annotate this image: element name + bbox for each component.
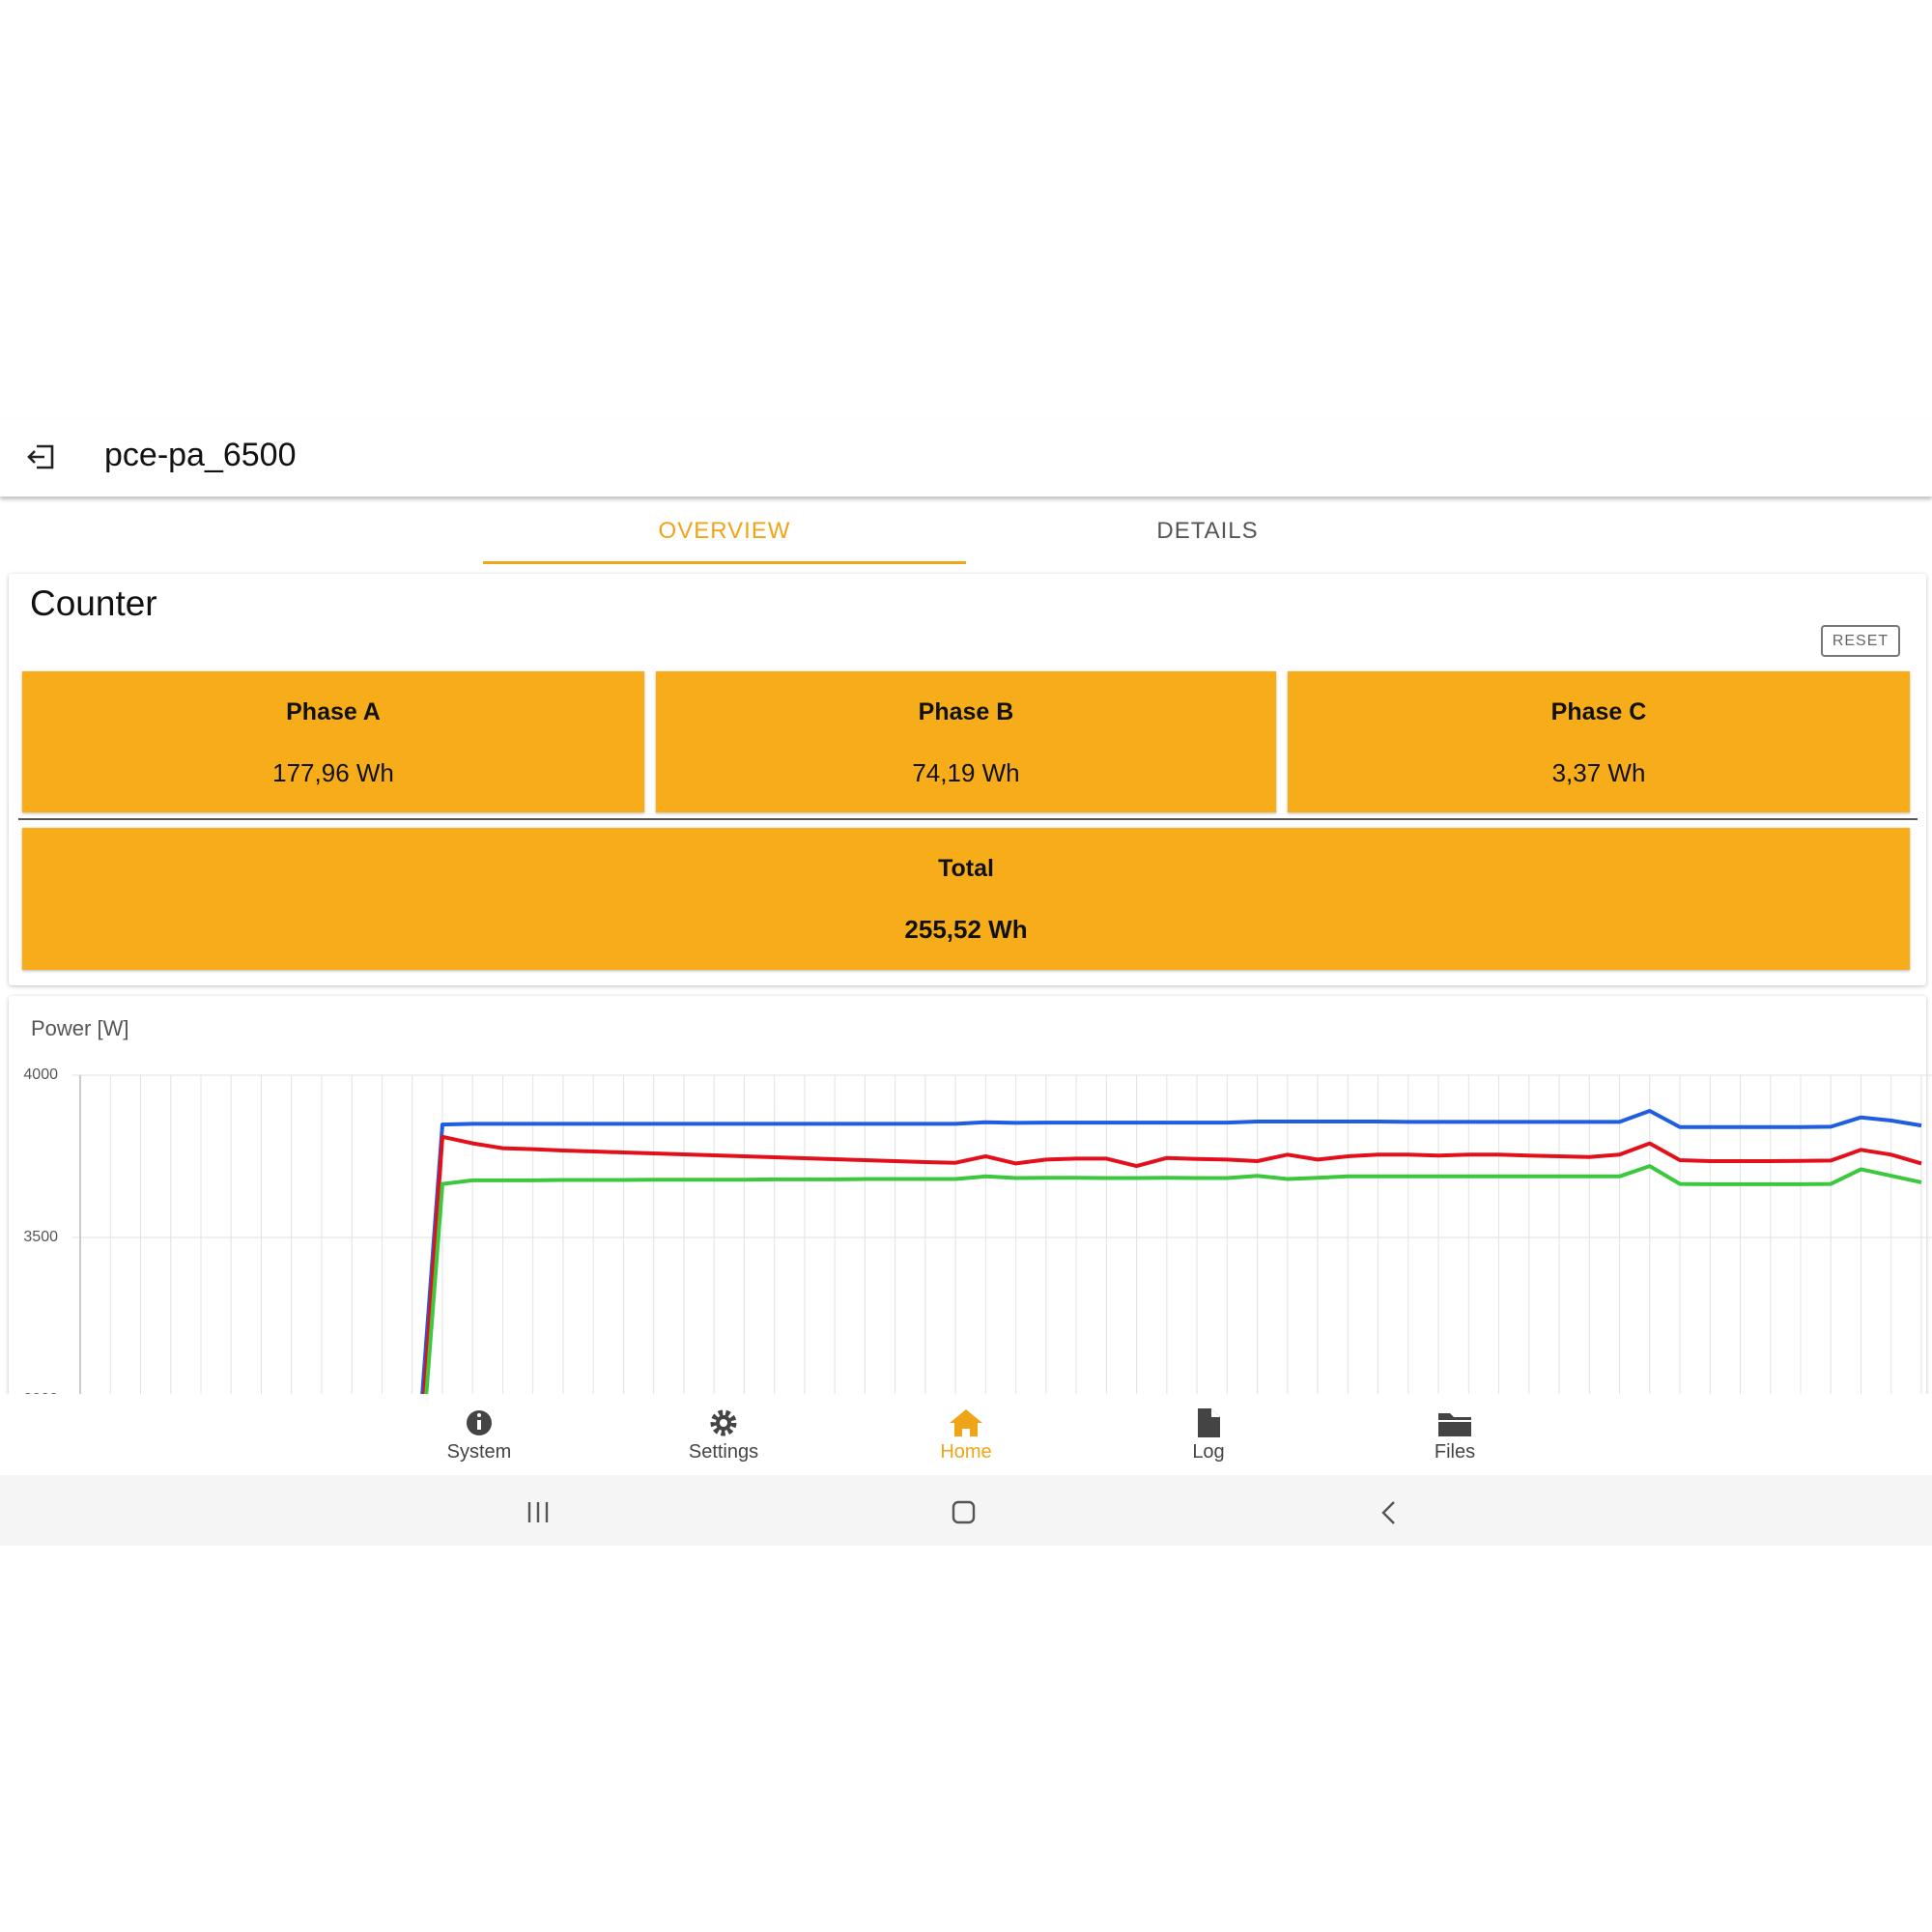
total-value: 255,52 Wh	[904, 915, 1028, 944]
phase-value: 177,96 Wh	[272, 758, 394, 787]
device-title: pce-pa_6500	[104, 437, 297, 473]
settings-icon	[710, 1409, 737, 1436]
divider	[18, 818, 1918, 820]
files-icon	[1438, 1413, 1471, 1436]
y-tick-label: 3500	[23, 1229, 58, 1245]
nav-item[interactable]: Files	[1434, 1441, 1476, 1463]
phase-box: Phase A 177,96 Wh	[22, 671, 644, 812]
home-button[interactable]	[952, 1500, 976, 1524]
nav-item[interactable]: System	[446, 1441, 512, 1463]
recents-button[interactable]	[527, 1502, 549, 1522]
home-icon	[950, 1409, 982, 1436]
phase-label: Phase B	[918, 698, 1014, 725]
phase-label: Phase A	[286, 698, 381, 725]
power-line	[422, 1134, 1922, 1394]
phase-value: 74,19 Wh	[912, 758, 1020, 787]
bottom-nav	[0, 1394, 1932, 1475]
log-icon	[1198, 1408, 1220, 1437]
tab[interactable]: DETAILS	[1156, 518, 1259, 544]
reset-button[interactable]: RESET	[1821, 625, 1900, 657]
tab-indicator	[483, 561, 966, 564]
app-bar	[0, 419, 1932, 497]
system-bar	[0, 1475, 1932, 1546]
total-box: Total 255,52 Wh	[22, 828, 1910, 970]
nav-item[interactable]: Settings	[688, 1441, 759, 1463]
chart-title: Power [W]	[31, 1016, 128, 1040]
back-button[interactable]	[1381, 1501, 1395, 1524]
nav-item[interactable]: Log	[1192, 1441, 1225, 1463]
power-line	[420, 1109, 1922, 1394]
phase-label: Phase C	[1550, 698, 1647, 725]
total-label: Total	[938, 855, 994, 882]
nav-item[interactable]: Home	[940, 1441, 992, 1463]
phase-box: Phase C 3,37 Wh	[1288, 671, 1910, 812]
tab[interactable]: OVERVIEW	[658, 518, 791, 544]
nav-icons	[467, 1408, 1471, 1437]
logout-icon[interactable]	[25, 440, 58, 473]
system-buttons	[527, 1500, 1395, 1524]
card-title: Counter	[30, 583, 157, 623]
y-tick-label: 4000	[23, 1066, 58, 1083]
y-tick-label: 3000	[23, 1391, 58, 1394]
power-chart: Power [W] 3000 3500 4000	[23, 1016, 1932, 1394]
chart-card	[9, 996, 1926, 1411]
phase-value: 3,37 Wh	[1551, 758, 1646, 787]
power-line	[424, 1164, 1922, 1394]
phase-box: Phase B 74,19 Wh	[656, 671, 1276, 812]
